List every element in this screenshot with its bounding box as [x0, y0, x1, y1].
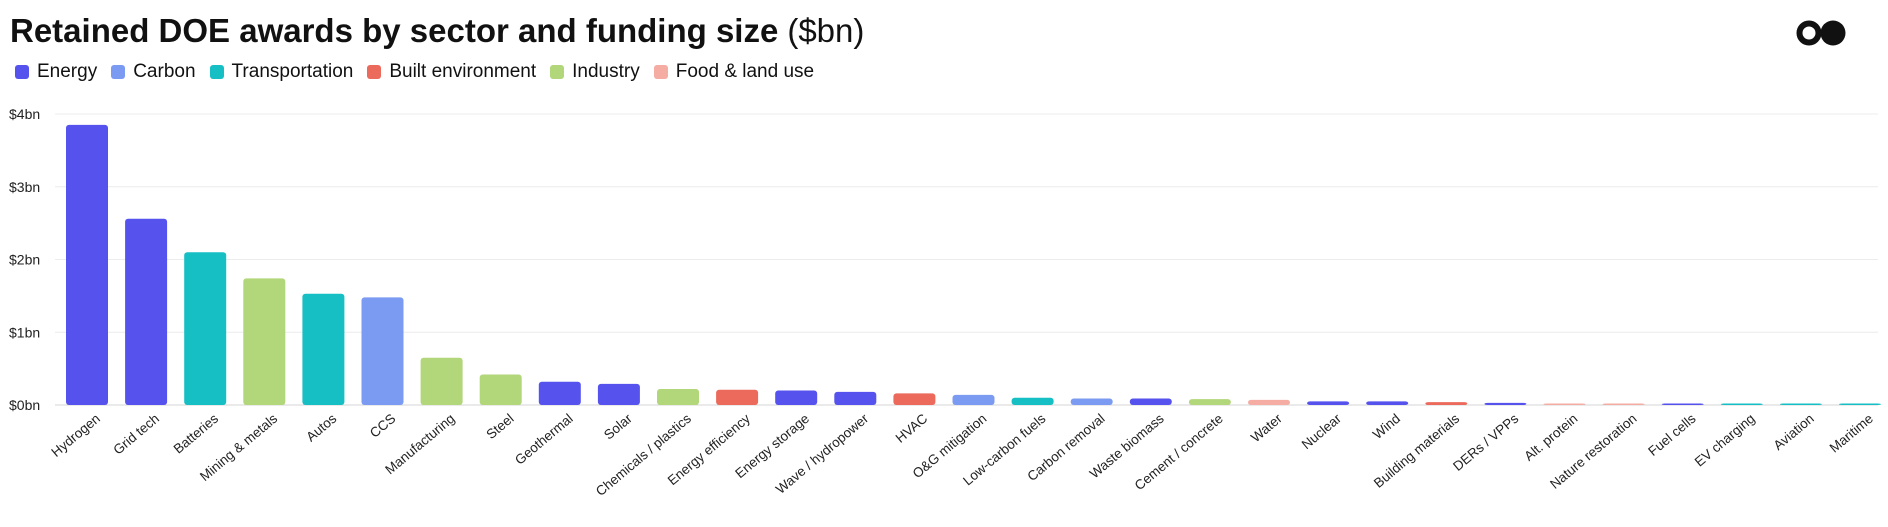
legend-swatch: [653, 65, 668, 79]
legend-label: Carbon: [133, 61, 196, 82]
x-tick-label: Nuclear: [1299, 410, 1345, 452]
bar: [893, 393, 936, 405]
bar: [125, 218, 168, 405]
legend-label: Energy: [37, 61, 98, 82]
bar: [184, 252, 227, 405]
legend-label: Transportation: [231, 61, 354, 82]
x-tick-label: Alt. protein: [1521, 411, 1580, 464]
bar: [1011, 397, 1054, 405]
legend-item: Energy: [15, 61, 97, 83]
bar: [1307, 401, 1350, 405]
y-tick-label: $4bn: [9, 106, 40, 122]
bar: [538, 381, 581, 405]
x-tick-label: DERs / VPPs: [1450, 411, 1521, 474]
x-tick-label: Maritime: [1827, 411, 1876, 456]
legend-swatch: [550, 65, 565, 79]
bar: [1425, 402, 1468, 405]
x-tick-label: Hydrogen: [48, 411, 102, 460]
y-tick-label: $0bn: [9, 397, 40, 413]
two-circles-logo-icon: [1796, 20, 1846, 46]
legend-swatch: [15, 65, 29, 79]
bar: [1129, 398, 1172, 405]
legend-item: Industry: [550, 61, 640, 83]
bar: [1720, 403, 1763, 405]
x-tick-label: HVAC: [893, 411, 931, 446]
bar: [597, 383, 640, 405]
legend-label: Industry: [572, 61, 640, 82]
y-tick-label: $1bn: [9, 324, 40, 340]
legend-item: Built environment: [367, 61, 536, 83]
bar: [1839, 403, 1881, 405]
x-tick-label: Grid tech: [110, 411, 162, 458]
x-tick-label: EV charging: [1692, 411, 1758, 470]
bar: [1543, 403, 1586, 405]
bar: [66, 124, 108, 405]
legend-label: Built environment: [389, 61, 537, 82]
legend-swatch: [367, 65, 382, 79]
chart-legend: Energy Carbon Transportation Built environm…: [15, 61, 828, 83]
x-tick-label: CCS: [367, 411, 398, 441]
bar: [775, 390, 818, 405]
bar: [1188, 399, 1231, 405]
legend-item: Carbon: [111, 61, 196, 83]
legend-item: Food & land use: [653, 61, 815, 83]
y-tick-label: $2bn: [9, 252, 40, 268]
bar: [243, 278, 286, 405]
legend-swatch: [209, 65, 224, 79]
bar: [1602, 403, 1645, 405]
bar: [1366, 401, 1409, 405]
bar: [361, 297, 404, 405]
bar: [834, 391, 877, 405]
x-tick-label: Wind: [1370, 411, 1403, 442]
bar: [302, 293, 345, 405]
bar: [1779, 403, 1822, 405]
bar: [479, 374, 522, 405]
x-tick-label: Solar: [601, 410, 635, 442]
bar: [1484, 402, 1527, 405]
bar: [716, 389, 759, 405]
bar: [1661, 403, 1704, 405]
x-tick-label: Water: [1248, 410, 1285, 445]
bar: [420, 357, 463, 405]
bar: [1070, 398, 1113, 405]
x-tick-label: Fuel cells: [1645, 411, 1699, 459]
bar: [1248, 399, 1290, 405]
y-tick-label: $3bn: [9, 179, 40, 195]
legend-item: Transportation: [209, 61, 354, 83]
x-tick-label: Aviation: [1771, 411, 1817, 453]
legend-label: Food & land use: [675, 61, 815, 82]
x-tick-label: Autos: [303, 411, 339, 445]
x-tick-label: Steel: [483, 411, 516, 442]
chart-title-main: Retained DOE awards by sector and fundin…: [10, 12, 779, 49]
x-tick-label: Batteries: [171, 411, 222, 457]
chart-title: Retained DOE awards by sector and fundin…: [10, 12, 864, 50]
bar: [657, 388, 699, 405]
bar: [952, 394, 995, 405]
x-tick-label: Geothermal: [512, 411, 576, 468]
legend-swatch: [111, 65, 126, 79]
chart-title-unit: ($bn): [787, 12, 865, 49]
